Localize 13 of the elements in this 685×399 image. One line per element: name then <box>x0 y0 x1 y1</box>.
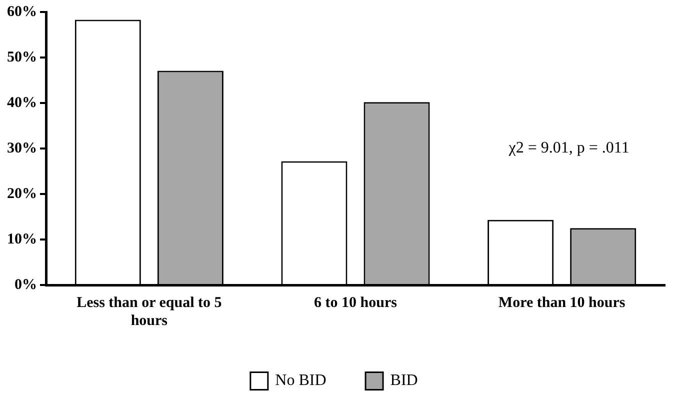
y-tick-label: 50% <box>7 49 37 66</box>
y-tick-label: 60% <box>7 4 37 20</box>
y-tick-label: 0% <box>14 276 37 293</box>
y-tick-label: 40% <box>7 94 37 111</box>
x-tick-label: 6 to 10 hours <box>314 294 398 311</box>
y-tick-label: 20% <box>7 186 37 202</box>
annotation: χ2 = 9.01, p = .011 <box>508 140 630 157</box>
legend-label: No BID <box>275 372 326 390</box>
legend-label: BID <box>390 372 418 390</box>
x-tick-label: Less than or equal to 5 hours <box>76 294 222 329</box>
y-tick-label: 10% <box>7 231 37 248</box>
y-tick-label: 30% <box>7 140 37 156</box>
x-tick-label: More than 10 hours <box>498 294 626 311</box>
